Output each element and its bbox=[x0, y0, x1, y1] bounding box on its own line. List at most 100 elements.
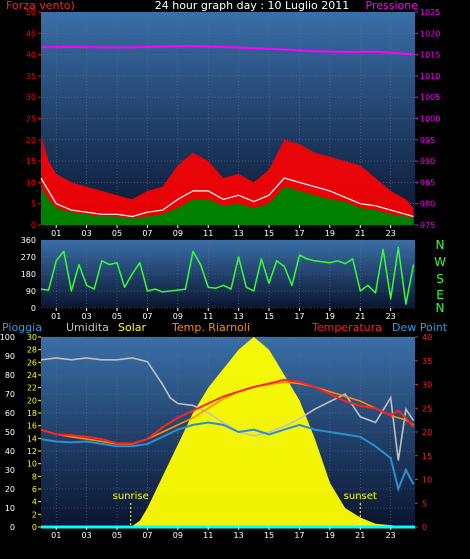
temperature-x-tick-label: 03 bbox=[82, 531, 92, 540]
wind-y-tick-label: 20 bbox=[26, 136, 36, 145]
direction-x-tick-label: 09 bbox=[173, 312, 183, 321]
direction-x-tick-label: 07 bbox=[142, 312, 152, 321]
solar-y-tick-label: 6 bbox=[32, 485, 37, 494]
direction-y-tick-label: 360 bbox=[21, 236, 36, 245]
wind-header-label: Forza vento) bbox=[6, 0, 75, 12]
direction-x-tick-label: 11 bbox=[203, 312, 213, 321]
humidity-y-tick-label: 10 bbox=[5, 504, 15, 513]
wind-y-tick-label: 35 bbox=[26, 72, 36, 81]
wind-x-tick-label: 11 bbox=[203, 229, 213, 238]
wind-y-tick-label: 50 bbox=[26, 8, 36, 17]
solar-y-tick-label: 30 bbox=[27, 333, 37, 342]
wind-x-tick-label: 21 bbox=[355, 229, 365, 238]
wind-x-tick-label: 23 bbox=[386, 229, 396, 238]
temperature-x-tick-label: 09 bbox=[173, 531, 183, 540]
wind-pressure-plot bbox=[40, 45, 414, 225]
pressure-y-tick-label: 1005 bbox=[420, 93, 440, 102]
compass-letters: N W S E N bbox=[434, 238, 446, 315]
pressure-y-tick-label: 980 bbox=[420, 200, 435, 209]
solar-y-tick-label: 8 bbox=[32, 472, 37, 481]
legend-rain: Pioggia bbox=[2, 321, 42, 334]
wind-y-tick-label: 15 bbox=[26, 157, 36, 166]
temperature-x-tick-label: 17 bbox=[294, 531, 304, 540]
solar-y-tick-label: 2 bbox=[32, 510, 37, 519]
wind-x-tick-label: 05 bbox=[112, 229, 122, 238]
pressure-y-tick-label: 1010 bbox=[420, 72, 440, 81]
humidity-y-tick-label: 100 bbox=[0, 333, 15, 342]
pressure-y-tick-label: 990 bbox=[420, 157, 435, 166]
humidity-y-tick-label: 60 bbox=[5, 409, 15, 418]
pressure-y-tick-label: 1015 bbox=[420, 51, 440, 60]
wind-x-tick-label: 01 bbox=[51, 229, 61, 238]
sunset-label: sunset bbox=[344, 491, 377, 502]
direction-axis-ticks: 0 90 180 270 360 01 03 05 07 09 11 13 15 17 19 21 23 bbox=[21, 236, 396, 321]
wind-x-tick-label: 17 bbox=[294, 229, 304, 238]
humidity-y-tick-label: 70 bbox=[5, 390, 15, 399]
pressure-y-tick-label: 1025 bbox=[420, 8, 440, 17]
sun-annotations: sunrise sunset bbox=[113, 491, 377, 526]
pressure-header-label: Pressione bbox=[366, 0, 419, 12]
temperature-x-tick-label: 11 bbox=[203, 531, 213, 540]
wind-mean-line bbox=[40, 177, 414, 218]
pressure-y-tick-label: 995 bbox=[420, 136, 435, 145]
direction-y-tick-label: 0 bbox=[31, 304, 36, 313]
direction-x-tick-label: 13 bbox=[234, 312, 244, 321]
legend-riarnoli: Temp. Riarnoli bbox=[171, 321, 250, 334]
legend: Pioggia Umidita Solar Temp. Riarnoli Tem… bbox=[2, 321, 448, 334]
wind-x-tick-label: 19 bbox=[325, 229, 335, 238]
wind-y-tick-label: 0 bbox=[31, 221, 36, 230]
humidity-y-tick-label: 80 bbox=[5, 371, 15, 380]
solar-y-tick-label: 28 bbox=[27, 346, 37, 355]
humidity-y-tick-label: 40 bbox=[5, 447, 15, 456]
legend-solar: Solar bbox=[118, 321, 147, 334]
temperature-x-tick-label: 05 bbox=[112, 531, 122, 540]
pressure-y-tick-label: 1000 bbox=[420, 115, 440, 124]
pressure-y-tick-label: 1020 bbox=[420, 29, 440, 38]
solar-y-tick-label: 22 bbox=[27, 384, 37, 393]
temperature-x-tick-label: 07 bbox=[142, 531, 152, 540]
temperature-y-tick-label: 40 bbox=[422, 333, 432, 342]
wind-y-tick-label: 40 bbox=[26, 51, 36, 60]
solar-y-tick-label: 20 bbox=[27, 396, 37, 405]
temperature-y-tick-label: 0 bbox=[422, 523, 427, 532]
temperature-axis-ticks: 0102030405060708090100024681012141618202… bbox=[0, 333, 432, 540]
temperature-plot bbox=[40, 337, 415, 529]
direction-x-tick-label: 15 bbox=[264, 312, 274, 321]
sunrise-label: sunrise bbox=[113, 491, 149, 502]
compass-letter-e: E bbox=[436, 288, 444, 302]
direction-x-tick-label: 21 bbox=[355, 312, 365, 321]
temperature-y-tick-label: 30 bbox=[422, 381, 432, 390]
direction-x-tick-label: 01 bbox=[51, 312, 61, 321]
direction-x-tick-label: 05 bbox=[112, 312, 122, 321]
humidity-y-tick-label: 0 bbox=[10, 523, 15, 532]
temperature-x-tick-label: 15 bbox=[264, 531, 274, 540]
temperature-x-tick-label: 23 bbox=[386, 531, 396, 540]
wind-direction-line bbox=[40, 246, 415, 305]
direction-y-tick-label: 90 bbox=[26, 287, 36, 296]
compass-letter-n-bottom: N bbox=[436, 301, 445, 315]
wind-y-tick-label: 45 bbox=[26, 29, 36, 38]
temperature-x-tick-label: 13 bbox=[234, 531, 244, 540]
riarnoli-line bbox=[40, 381, 414, 445]
wind-y-tick-label: 10 bbox=[26, 178, 36, 187]
wind-x-tick-label: 07 bbox=[142, 229, 152, 238]
solar-y-tick-label: 24 bbox=[27, 371, 37, 380]
wind-y-tick-label: 30 bbox=[26, 93, 36, 102]
solar-y-tick-label: 16 bbox=[27, 422, 37, 431]
solar-y-tick-label: 26 bbox=[27, 358, 37, 367]
dewpoint-line bbox=[40, 421, 415, 493]
temperature-y-tick-label: 15 bbox=[422, 452, 432, 461]
wind-x-tick-label: 09 bbox=[173, 229, 183, 238]
compass-letter-s: S bbox=[436, 272, 444, 286]
humidity-line bbox=[40, 357, 415, 461]
solar-area bbox=[41, 337, 415, 527]
solar-y-tick-label: 12 bbox=[27, 447, 37, 456]
humidity-y-tick-label: 20 bbox=[5, 485, 15, 494]
direction-x-tick-label: 19 bbox=[325, 312, 335, 321]
compass-letter-w: W bbox=[434, 255, 446, 269]
chart-title: 24 hour graph day : 10 Luglio 2011 bbox=[155, 0, 350, 12]
humidity-y-tick-label: 90 bbox=[5, 352, 15, 361]
humidity-y-tick-label: 50 bbox=[5, 428, 15, 437]
temperature-line bbox=[40, 378, 415, 445]
